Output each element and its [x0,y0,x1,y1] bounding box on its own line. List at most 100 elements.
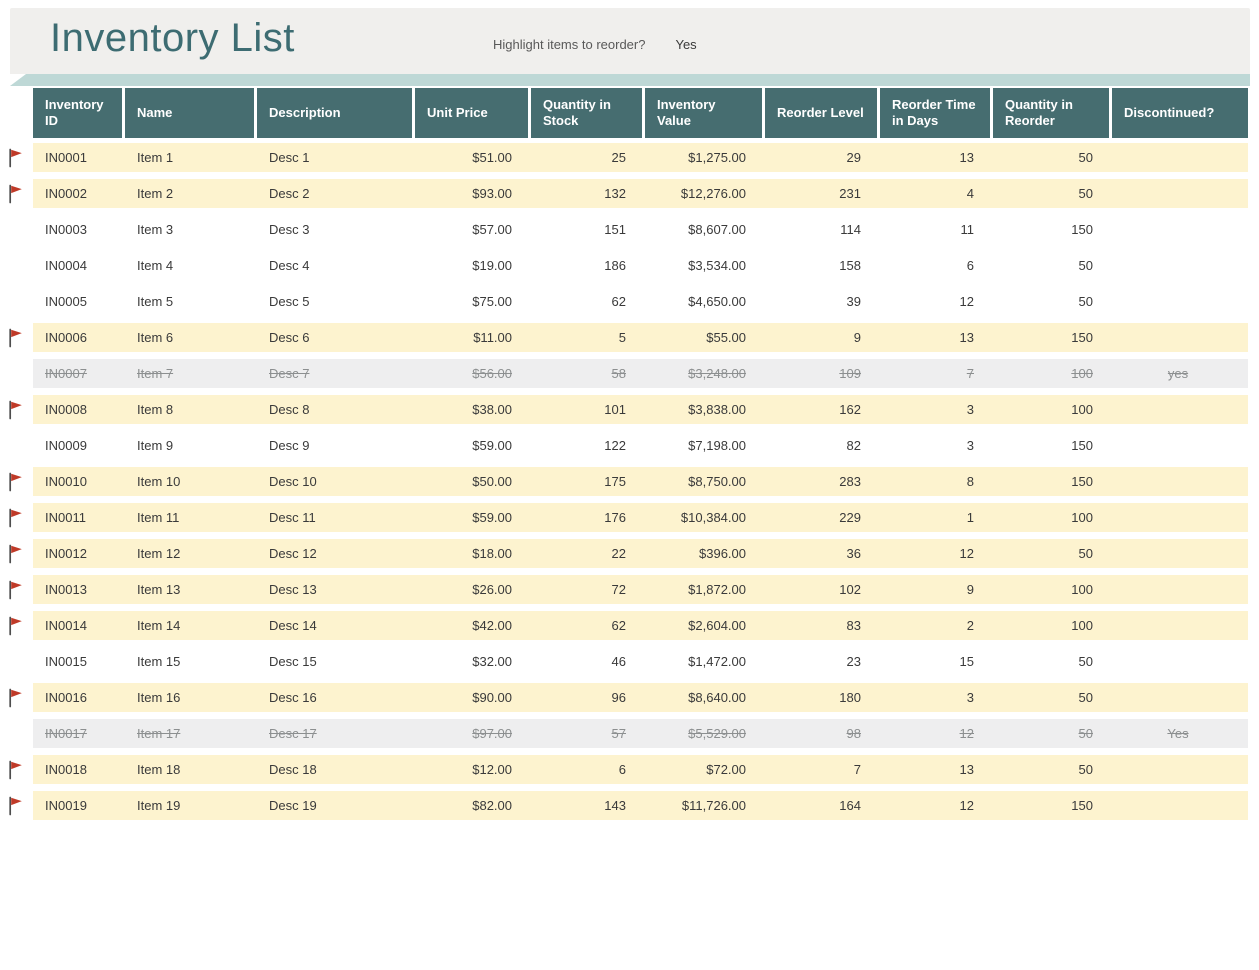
table-cell[interactable]: Desc 11 [269,510,316,525]
table-cell[interactable]: 62 [611,294,626,309]
table-cell[interactable]: 9 [853,330,861,345]
table-cell[interactable]: 50 [1078,690,1093,705]
table-cell[interactable]: Desc 17 [269,726,317,741]
table-cell[interactable]: 2 [966,618,974,633]
table-cell[interactable]: 9 [966,582,974,597]
table-cell[interactable]: 186 [604,258,626,273]
table-cell[interactable]: 102 [839,582,861,597]
column-header-inventory-value[interactable]: Inventory Value [645,88,762,138]
table-cell[interactable]: $3,248.00 [688,366,746,381]
table-cell[interactable]: 50 [1078,294,1093,309]
table-cell[interactable]: $72.00 [706,762,746,777]
table-cell[interactable]: IN0001 [45,150,87,165]
table-cell[interactable]: $42.00 [472,618,512,633]
table-cell[interactable]: 13 [959,150,974,165]
table-cell[interactable]: $2,604.00 [688,618,746,633]
table-cell[interactable]: 5 [618,330,626,345]
table-cell[interactable]: Desc 6 [269,330,310,345]
table-cell[interactable]: 3 [966,690,974,705]
table-cell[interactable]: Desc 7 [269,366,310,381]
table-cell[interactable]: 8 [966,474,974,489]
table-cell[interactable]: $4,650.00 [688,294,746,309]
table-cell[interactable]: $32.00 [472,654,512,669]
table-cell[interactable]: 162 [839,402,861,417]
column-header-reorder-time-in-days[interactable]: Reorder Time in Days [880,88,990,138]
table-cell[interactable]: 100 [1071,582,1093,597]
table-cell[interactable]: 50 [1078,654,1093,669]
table-cell[interactable]: Item 18 [137,762,181,777]
table-cell[interactable]: 1 [966,510,974,525]
table-cell[interactable]: $26.00 [472,582,512,597]
table-cell[interactable]: 158 [839,258,861,273]
table-cell[interactable]: 132 [604,186,626,201]
column-header-description[interactable]: Description [257,88,412,138]
table-cell[interactable]: $82.00 [472,798,512,813]
table-cell[interactable]: 50 [1078,762,1093,777]
table-cell[interactable]: IN0011 [45,510,86,525]
table-cell[interactable]: 12 [959,294,974,309]
table-cell[interactable]: $90.00 [472,690,512,705]
table-cell[interactable]: 3 [966,438,974,453]
table-cell[interactable]: 12 [959,546,974,561]
table-cell[interactable]: 180 [839,690,861,705]
table-cell[interactable]: $8,607.00 [688,222,746,237]
table-cell[interactable]: 13 [959,762,974,777]
table-cell[interactable]: IN0003 [45,222,87,237]
table-cell[interactable]: $55.00 [706,330,746,345]
table-cell[interactable]: 23 [846,654,861,669]
table-cell[interactable]: 151 [604,222,626,237]
table-cell[interactable]: $93.00 [472,186,512,201]
table-cell[interactable]: Desc 14 [269,618,317,633]
table-cell[interactable]: yes [1167,366,1189,381]
column-header-name[interactable]: Name [125,88,254,138]
table-cell[interactable]: 46 [611,654,626,669]
table-cell[interactable]: 109 [839,366,861,381]
table-cell[interactable]: Item 19 [137,798,181,813]
table-cell[interactable]: 22 [611,546,626,561]
table-cell[interactable]: Desc 16 [269,690,317,705]
table-cell[interactable]: IN0009 [45,438,87,453]
table-cell[interactable]: 175 [604,474,626,489]
table-cell[interactable]: 100 [1071,618,1093,633]
column-header-unit-price[interactable]: Unit Price [415,88,528,138]
table-cell[interactable]: 143 [604,798,626,813]
table-cell[interactable]: 58 [611,366,626,381]
table-cell[interactable]: Item 11 [137,510,180,525]
table-cell[interactable]: $50.00 [472,474,512,489]
table-cell[interactable]: $59.00 [472,438,512,453]
table-cell[interactable]: Item 4 [137,258,174,273]
table-cell[interactable]: IN0016 [45,690,87,705]
table-cell[interactable]: 39 [846,294,861,309]
table-cell[interactable]: 36 [846,546,861,561]
table-cell[interactable]: 72 [611,582,626,597]
table-cell[interactable]: $3,838.00 [688,402,746,417]
table-cell[interactable]: $1,872.00 [688,582,746,597]
table-cell[interactable]: $12.00 [472,762,512,777]
table-cell[interactable]: 231 [839,186,861,201]
table-cell[interactable]: 12 [959,798,974,813]
table-cell[interactable]: $11,726.00 [681,798,746,813]
table-cell[interactable]: IN0006 [45,330,87,345]
table-cell[interactable]: 150 [1071,798,1093,813]
table-cell[interactable]: IN0012 [45,546,87,561]
table-cell[interactable]: IN0014 [45,618,87,633]
table-cell[interactable]: 50 [1078,546,1093,561]
table-cell[interactable]: IN0018 [45,762,87,777]
table-cell[interactable]: IN0008 [45,402,87,417]
table-cell[interactable]: 6 [618,762,626,777]
table-cell[interactable]: 150 [1071,222,1093,237]
table-cell[interactable]: Item 12 [137,546,181,561]
table-cell[interactable]: Desc 15 [269,654,317,669]
table-cell[interactable]: $51.00 [472,150,512,165]
table-cell[interactable]: $38.00 [472,402,512,417]
table-cell[interactable]: Item 5 [137,294,174,309]
table-cell[interactable]: 100 [1071,402,1093,417]
table-cell[interactable]: Desc 9 [269,438,310,453]
table-cell[interactable]: IN0004 [45,258,87,273]
table-cell[interactable]: IN0013 [45,582,87,597]
table-cell[interactable]: 4 [966,186,974,201]
table-cell[interactable]: Desc 10 [269,474,317,489]
table-cell[interactable]: $396.00 [699,546,746,561]
table-cell[interactable]: 82 [846,438,861,453]
table-cell[interactable]: 83 [846,618,861,633]
